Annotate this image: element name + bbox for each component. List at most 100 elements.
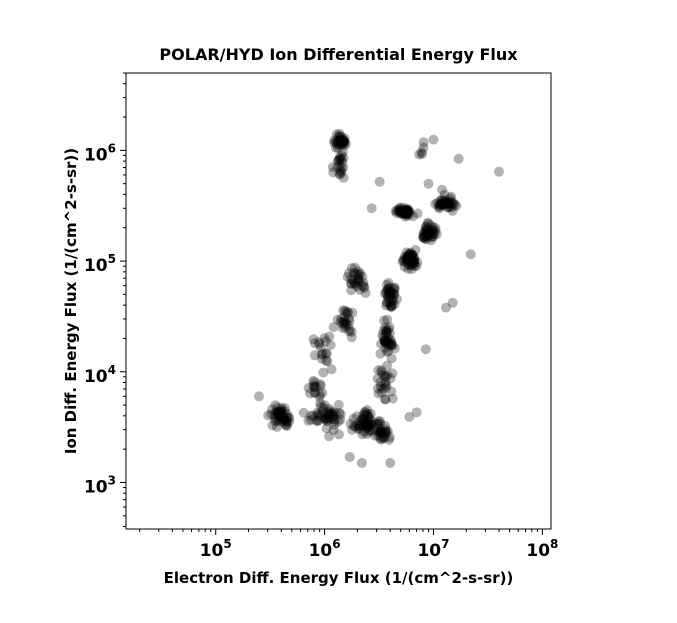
data-point: [387, 293, 398, 304]
data-point: [408, 255, 419, 266]
data-point: [273, 407, 284, 417]
data-point: [386, 339, 397, 350]
data-point: [328, 322, 339, 333]
data-point: [442, 197, 453, 208]
data-point: [401, 251, 412, 262]
data-point: [362, 422, 373, 433]
data-point: [401, 257, 412, 268]
data-point: [384, 322, 395, 332]
data-point: [380, 288, 391, 299]
data-point: [335, 133, 346, 144]
data-point: [325, 340, 336, 350]
data-point: [310, 387, 321, 398]
data-point: [334, 134, 345, 145]
data-point: [309, 381, 320, 392]
data-point: [384, 296, 395, 307]
data-point: [389, 282, 400, 293]
data-point: [357, 414, 368, 425]
data-point: [361, 408, 372, 419]
x-tick-label-base: 10: [200, 541, 224, 561]
data-point: [254, 391, 264, 402]
data-point: [387, 300, 398, 310]
data-point: [404, 259, 415, 270]
data-point: [272, 402, 283, 413]
data-point: [365, 425, 376, 436]
data-point: [384, 432, 395, 443]
data-point: [333, 399, 344, 410]
data-point: [411, 407, 422, 418]
data-point: [391, 207, 402, 218]
points-layer: [254, 128, 504, 468]
data-point: [427, 225, 438, 236]
x-tick-label: 107: [417, 537, 449, 561]
data-point: [278, 415, 289, 426]
data-point: [405, 254, 416, 265]
data-point: [422, 226, 433, 237]
data-point: [402, 252, 413, 263]
data-point: [388, 293, 399, 304]
data-point: [343, 320, 353, 331]
data-point: [414, 149, 425, 160]
data-point: [373, 388, 384, 399]
data-point: [435, 199, 445, 210]
data-point: [425, 225, 436, 236]
data-point: [347, 275, 358, 286]
data-point: [437, 196, 448, 207]
data-point: [348, 421, 359, 431]
data-point: [401, 209, 412, 220]
data-point: [409, 258, 420, 268]
data-point: [380, 287, 391, 298]
data-point: [428, 227, 439, 238]
data-point: [380, 337, 391, 348]
data-point: [447, 197, 458, 208]
data-point: [350, 279, 361, 290]
data-point: [376, 365, 387, 376]
data-point: [380, 343, 391, 354]
data-point: [441, 196, 452, 207]
data-point: [375, 434, 386, 445]
data-point: [309, 350, 320, 361]
data-point: [381, 336, 392, 347]
data-point: [418, 142, 429, 153]
data-point: [375, 381, 386, 392]
plot-frame: [125, 72, 552, 530]
data-point: [327, 410, 338, 421]
data-point: [337, 322, 348, 333]
data-point: [372, 373, 383, 384]
data-point: [385, 339, 396, 350]
data-point: [334, 407, 345, 418]
data-point: [314, 339, 325, 350]
data-point: [309, 382, 320, 393]
data-point: [314, 337, 325, 348]
data-point: [338, 135, 349, 146]
data-point: [272, 410, 283, 421]
data-point: [352, 419, 363, 430]
data-point: [340, 305, 350, 316]
data-point: [363, 414, 374, 424]
data-point: [361, 429, 372, 439]
data-point: [395, 206, 406, 217]
data-point: [338, 305, 349, 316]
data-point: [426, 235, 437, 246]
data-point: [386, 287, 397, 298]
data-point: [446, 191, 457, 202]
data-point: [270, 400, 281, 411]
data-point: [406, 250, 417, 261]
data-point: [443, 202, 453, 213]
data-point: [438, 198, 448, 209]
data-point: [384, 288, 395, 299]
data-point: [384, 290, 395, 301]
data-point: [269, 409, 280, 420]
data-point: [333, 143, 343, 153]
data-point: [342, 307, 353, 317]
data-point: [376, 367, 387, 378]
data-point: [274, 410, 285, 421]
y-tick-label-exponent: 5: [108, 252, 116, 266]
y-tick-label: 103: [84, 473, 116, 497]
data-point: [404, 249, 415, 260]
data-point: [429, 229, 440, 240]
data-point: [269, 412, 280, 423]
data-point: [381, 337, 391, 348]
data-point: [390, 206, 401, 217]
data-point: [434, 203, 445, 214]
